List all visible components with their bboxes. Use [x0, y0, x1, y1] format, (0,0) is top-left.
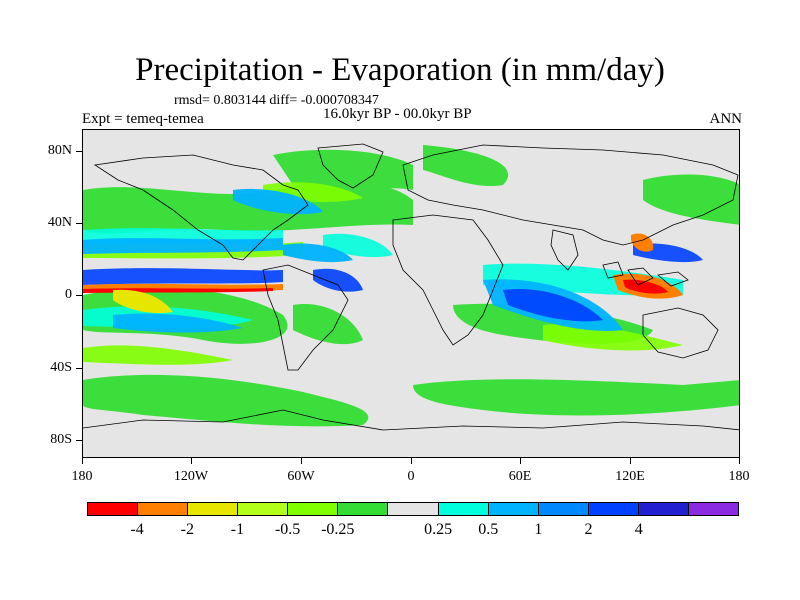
red-fields: [83, 233, 683, 314]
colorbar-label: -1: [230, 521, 245, 538]
lon-label-60w: 60W: [287, 469, 315, 484]
colorbar-label: -0.25: [321, 521, 355, 538]
lat-label-40n: 40N: [47, 215, 72, 230]
colorbar-label: -0.5: [274, 521, 301, 538]
lat-tick-40s: [76, 368, 82, 369]
lon-tick-120e: [630, 458, 631, 464]
lat-tick-0: [76, 295, 82, 296]
lat-label-80s: 80S: [50, 432, 72, 447]
colorbar-box: [488, 503, 539, 515]
colorbar-box: [588, 503, 639, 515]
colorbar-box: [188, 503, 239, 515]
colorbar-box: [238, 503, 289, 515]
experiment-label: Expt = temeq-temea: [82, 111, 204, 127]
lon-label-120w: 120W: [173, 469, 209, 484]
period-label: 16.0kyr BP - 00.0kyr BP: [323, 106, 472, 122]
colorbar-box: [138, 503, 189, 515]
lon-label-60e: 60E: [508, 469, 532, 484]
map-panel: [82, 129, 740, 458]
map-field: [83, 143, 739, 431]
lat-tick-80n: [76, 151, 82, 152]
lon-tick-60w: [301, 458, 302, 464]
lon-tick-180e: [739, 458, 740, 464]
colorbar-label: 1: [534, 521, 543, 538]
colorbar-label: -4: [130, 521, 144, 538]
stats-text: rmsd= 0.803144 diff= -0.000708347: [174, 93, 379, 108]
colorbar-label: -2: [180, 521, 194, 538]
colorbar-box: [288, 503, 339, 515]
lon-tick-120w: [191, 458, 192, 464]
season-label: ANN: [709, 111, 743, 127]
colorbar-label: 0.25: [424, 521, 453, 538]
lat-label-40s: 40S: [50, 360, 72, 375]
blue-fields: [83, 243, 703, 322]
lat-label-0: 0: [65, 287, 72, 302]
lat-label-80n: 80N: [47, 143, 72, 158]
lon-label-0: 0: [407, 469, 415, 484]
lon-tick-60e: [520, 458, 521, 464]
colorbar-box: [688, 503, 739, 515]
lat-tick-40n: [76, 223, 82, 224]
green-fields: [83, 145, 739, 427]
colorbar-box: [538, 503, 589, 515]
colorbar-box: [638, 503, 689, 515]
colorbar-label: 2: [584, 521, 593, 538]
coastlines: [83, 143, 739, 431]
colorbar-label: 4: [634, 521, 643, 538]
lon-label-180e: 180: [728, 469, 750, 484]
lon-label-180w: 180: [71, 469, 93, 484]
colorbar-label: 0.5: [478, 521, 499, 538]
lon-label-120e: 120E: [615, 469, 645, 484]
colorbar-box: [438, 503, 489, 515]
plot-title: Precipitation - Evaporation (in mm/day): [135, 52, 665, 88]
lon-tick-180w: [82, 458, 83, 464]
colorbar-box: [88, 503, 139, 515]
colorbar-box: [388, 503, 439, 515]
lat-tick-80s: [76, 440, 82, 441]
lon-tick-0: [411, 458, 412, 464]
colorbar: [87, 502, 739, 516]
colorbar-box: [338, 503, 389, 515]
